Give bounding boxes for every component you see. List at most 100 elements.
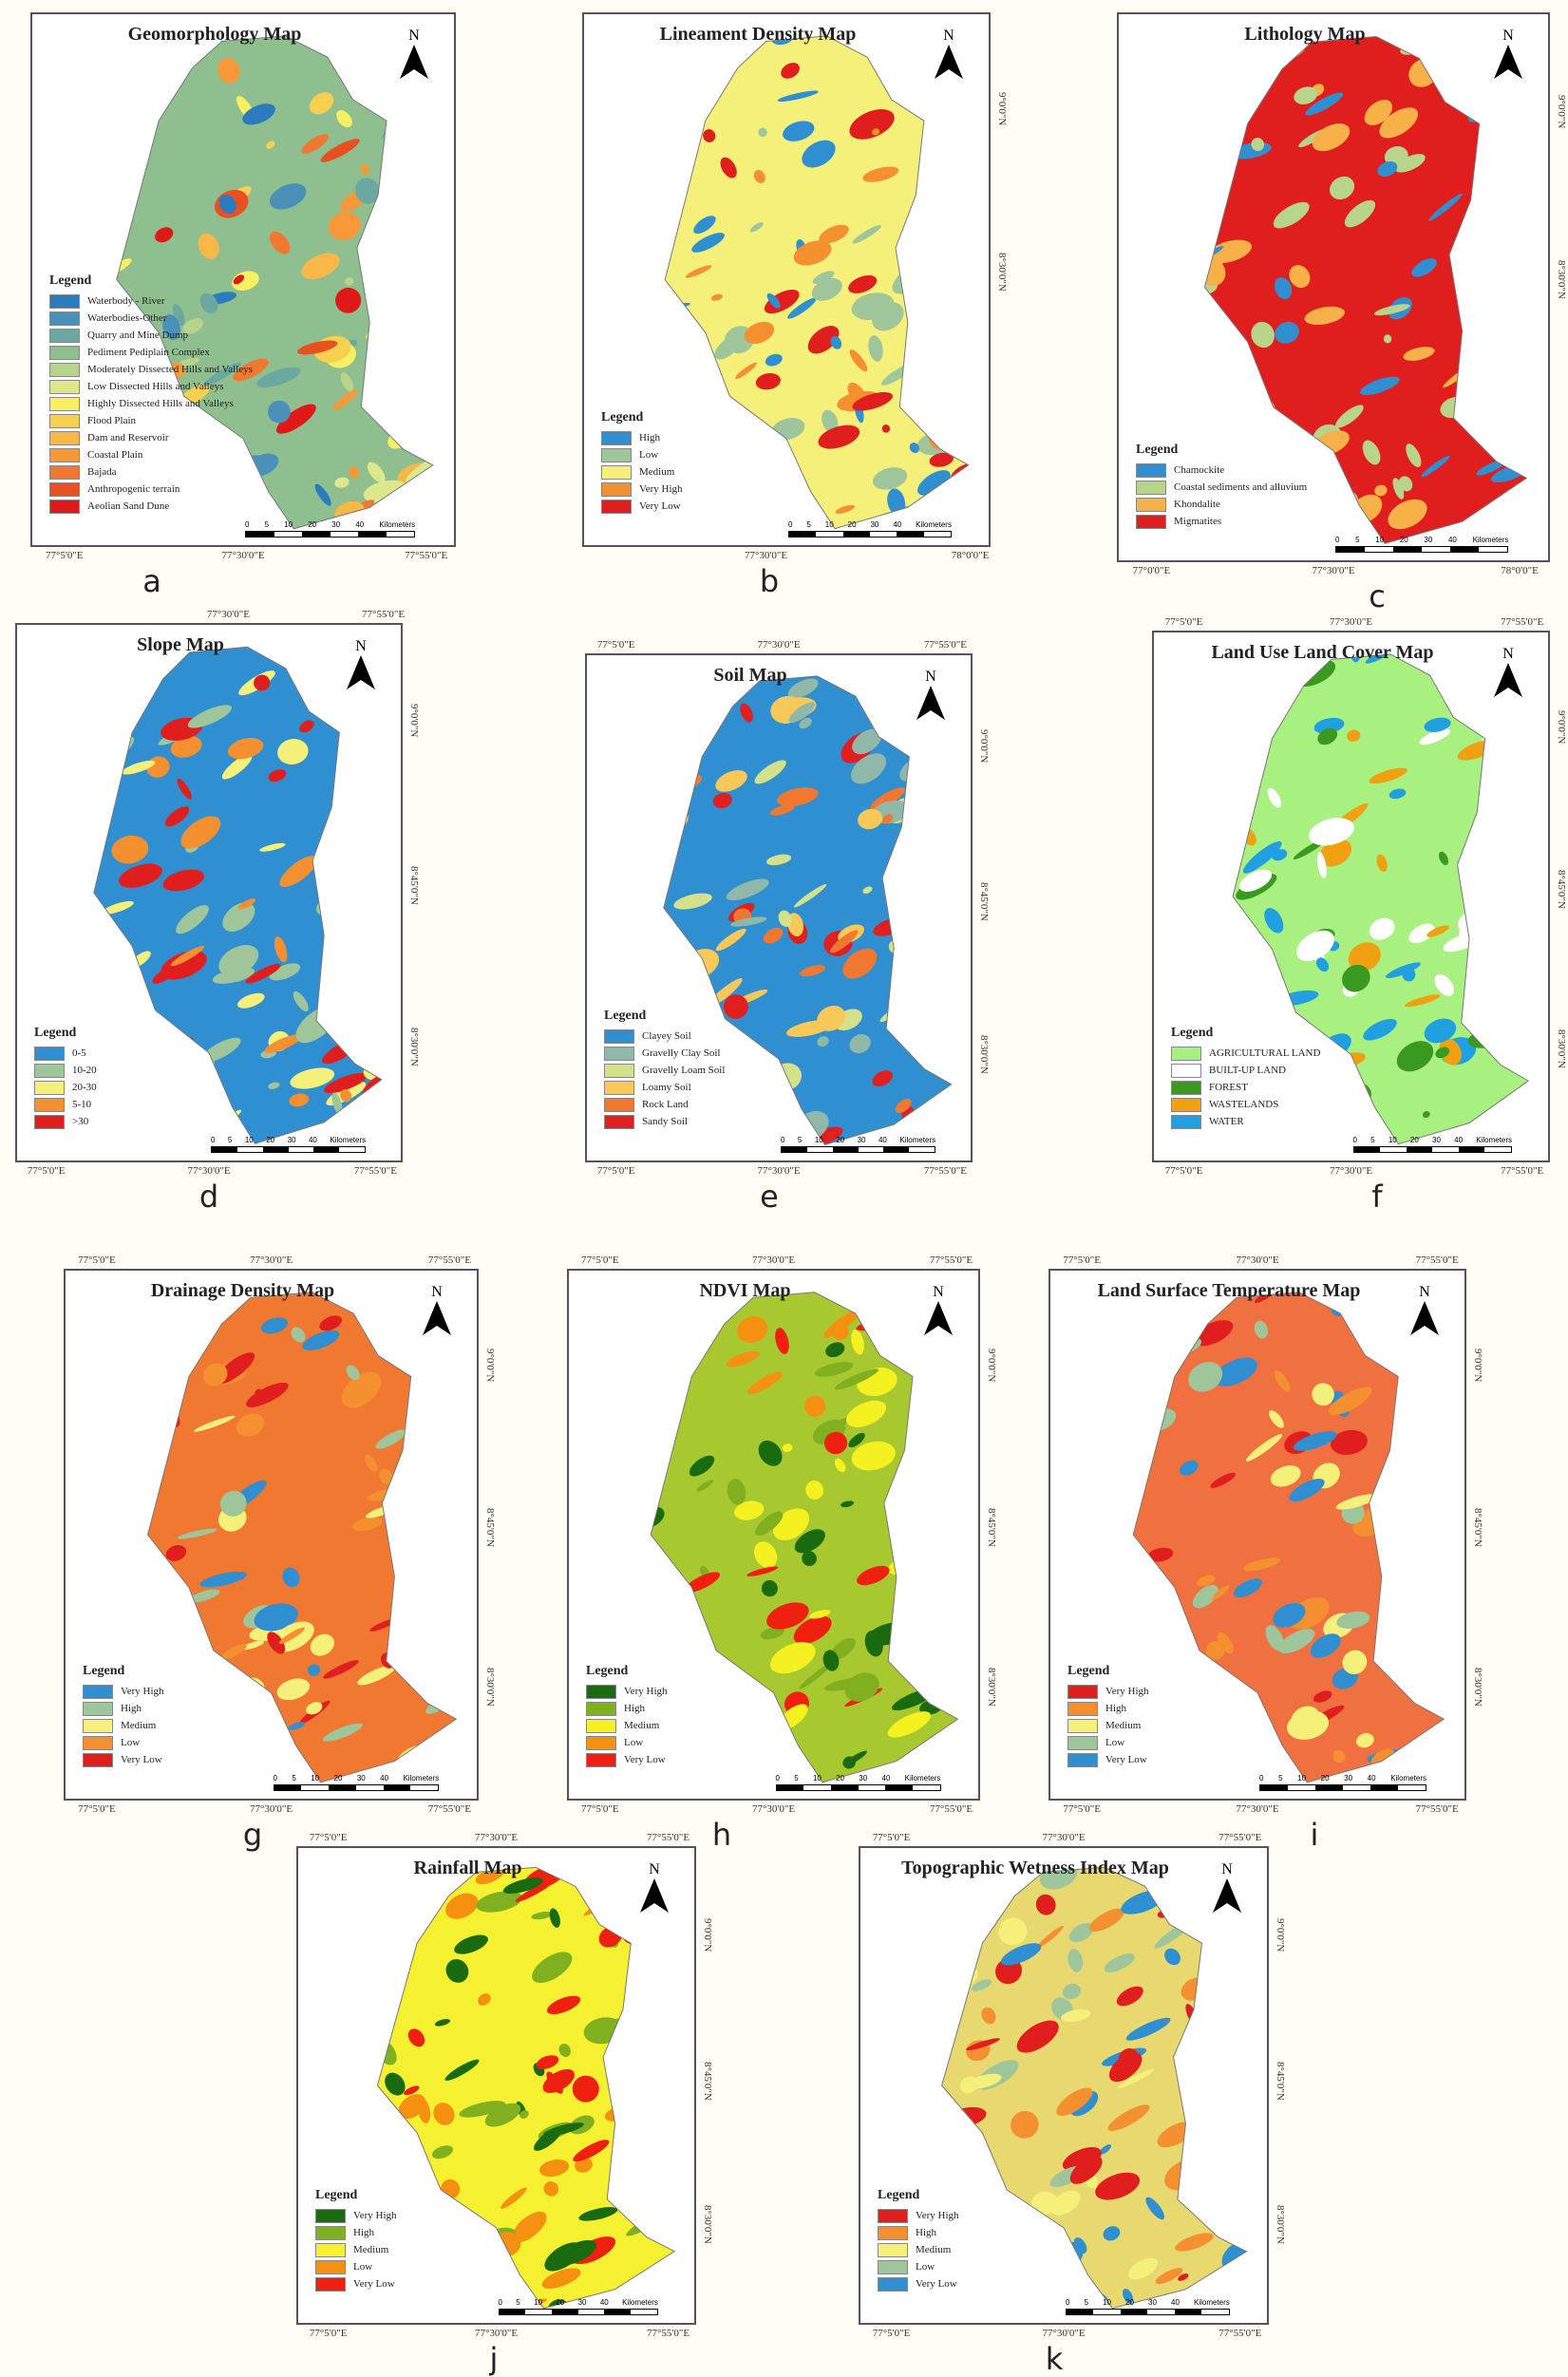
legend-heading: Legend [1171, 1026, 1214, 1040]
map-zone [536, 2055, 559, 2069]
legend-item: Very Low [83, 1751, 164, 1768]
map-zone [376, 1128, 382, 1144]
map-zone [1273, 1602, 1306, 1628]
map-zone [807, 326, 840, 354]
legend-item: Aeolian Sand Dune [49, 498, 253, 515]
legend-swatch [34, 1046, 65, 1061]
map-zone [325, 981, 360, 1009]
map-zone [693, 216, 716, 235]
scale-unit: Kilometers [403, 1774, 440, 1783]
legend-swatch [83, 1735, 113, 1750]
legend-item: Medium [586, 1717, 668, 1734]
map-zone [293, 991, 309, 1012]
map-panel-b: Lineament Density Map N Legend High Low Mediu… [582, 12, 991, 547]
map-zone [920, 1113, 945, 1135]
north-label: N [943, 28, 954, 44]
legend-swatch [1171, 1080, 1201, 1095]
legend-label: Very Low [624, 1754, 666, 1765]
scale-segment [1370, 1785, 1398, 1790]
map-zone [878, 689, 890, 703]
scale-segment [1393, 547, 1423, 552]
map-zone [1274, 1369, 1291, 1392]
map-zone [541, 2268, 581, 2290]
map-zone [346, 1365, 360, 1381]
map-zone [321, 871, 359, 895]
district-boundary [93, 646, 383, 1144]
panel-caption: f [1371, 1179, 1383, 1215]
scale-tick: 40 [881, 1774, 891, 1783]
map-zone [746, 1371, 783, 1395]
map-zone [684, 1572, 721, 1594]
map-zone [712, 792, 732, 809]
map-zone [375, 1429, 406, 1449]
map-zone [282, 1567, 300, 1588]
map-zone [1364, 99, 1393, 125]
scale-segment [1406, 1147, 1433, 1152]
map-zone [787, 678, 819, 699]
legend-item: Medium [878, 2241, 959, 2258]
map-zone [849, 1034, 871, 1054]
legend-item: Very High [601, 481, 683, 498]
legend-item: Dam and Reservoir [49, 429, 253, 446]
map-zone [222, 902, 255, 933]
map-zone [1484, 1015, 1508, 1040]
map-zone [1242, 840, 1282, 874]
legend-item: High [83, 1700, 164, 1717]
map-zone [913, 349, 959, 369]
map-area [147, 1292, 458, 1783]
map-zone [952, 1888, 987, 1913]
latitude-label: 8°30'0"N [986, 1668, 997, 1707]
legend-swatch [601, 499, 632, 514]
map-zone [266, 141, 275, 149]
map-zone [380, 803, 382, 820]
map-legend: Legend Very High High Medium Low Very Low [315, 2188, 397, 2292]
legend-item: Bajada [49, 463, 253, 481]
map-zone [782, 1443, 793, 1452]
map-zone [981, 2007, 996, 2025]
map-zone [1050, 2190, 1081, 2216]
map-zone [546, 1995, 581, 2014]
map-zone [966, 2073, 1002, 2089]
legend-swatch [34, 1114, 65, 1129]
map-zone [652, 1312, 676, 1336]
map-zone [245, 963, 281, 984]
scale-segment [288, 1147, 314, 1152]
map-zone [189, 515, 237, 529]
map-zone [1103, 2226, 1121, 2241]
longitude-label: 77°30'0"E [751, 1803, 796, 1815]
legend-swatch [601, 430, 632, 445]
map-zone [830, 930, 859, 953]
legend-item: Low [83, 1734, 164, 1751]
scale-segment [912, 1785, 940, 1790]
map-zone [269, 183, 307, 210]
map-zone [116, 520, 121, 529]
map-zone [1062, 2146, 1102, 2171]
map-zone [1011, 2110, 1039, 2139]
map-zone [783, 121, 815, 141]
latitude-label: 8°30'0"N [484, 1668, 496, 1707]
map-area [116, 35, 434, 530]
map-zone [799, 965, 826, 977]
map-zone [935, 356, 969, 385]
map-zone [1264, 908, 1284, 934]
scale-tick: 10 [824, 520, 834, 529]
legend-swatch [1067, 1684, 1098, 1699]
map-zone [1275, 277, 1293, 299]
map-zone [1251, 137, 1265, 152]
map-zone [156, 1061, 186, 1082]
district-boundary [116, 35, 434, 530]
scale-bar-graphic [273, 1784, 440, 1791]
map-zone [805, 1481, 824, 1500]
map-zone [147, 1430, 166, 1451]
map-zone [349, 466, 360, 479]
scale-segment [1484, 1147, 1512, 1152]
map-zone [1010, 2253, 1057, 2281]
map-zone [769, 804, 795, 816]
map-zone [895, 1098, 912, 1114]
legend-swatch [1171, 1046, 1201, 1061]
longitude-label: 77°5'0"E [1164, 1165, 1203, 1177]
scale-tick: 40 [878, 1136, 887, 1144]
scale-segment [1343, 1785, 1370, 1790]
scale-tick: 10 [1375, 536, 1385, 544]
map-zone [720, 157, 737, 179]
